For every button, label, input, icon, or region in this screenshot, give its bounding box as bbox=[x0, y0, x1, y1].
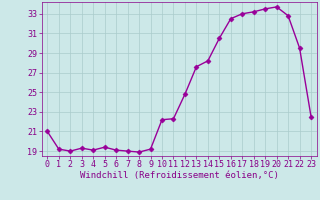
X-axis label: Windchill (Refroidissement éolien,°C): Windchill (Refroidissement éolien,°C) bbox=[80, 171, 279, 180]
